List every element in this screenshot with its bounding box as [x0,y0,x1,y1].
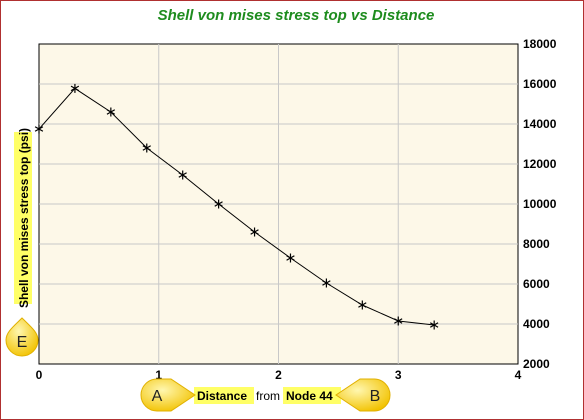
end-marker-bubble[interactable]: B [335,378,391,412]
expand-marker-bubble[interactable]: E [5,317,39,357]
data-point [106,107,116,117]
x-tick-label: 3 [395,368,402,382]
data-point [70,83,80,93]
x-axis-label-highlight-2 [283,387,341,404]
y-tick-label: 6000 [523,277,550,291]
x-tick-label: 2 [275,368,282,382]
data-point [358,300,367,310]
x-axis-label-part-3: Node 44 [286,389,333,403]
y-tick-label: 8000 [523,237,550,251]
y-tick-label: 4000 [523,317,550,331]
data-point [394,316,403,326]
data-point [214,199,223,209]
y-tick-label: 12000 [523,157,557,171]
series-line [38,87,435,326]
y-tick-label: 10000 [523,197,557,211]
chart-title: Shell von mises stress top vs Distance [158,7,435,24]
data-point [178,170,187,180]
y-tick-label: 14000 [523,117,557,131]
grid-lines [39,44,518,364]
data-point [250,227,259,237]
start-marker-bubble[interactable]: A [140,378,196,412]
x-tick-label: 0 [36,368,43,382]
start-marker-label: A [152,388,163,405]
x-tick-label: 4 [515,368,522,382]
x-tick-label: 1 [155,368,162,382]
expand-marker-label: E [17,334,28,351]
series-markers [34,83,439,330]
data-point [34,124,44,134]
y-axis-label: Shell von mises stress top (psi) [17,128,31,308]
y-tick-label: 18000 [523,37,557,51]
data-point [286,253,295,263]
x-axis-label-part-2: from [256,389,280,403]
end-marker-label: B [370,388,381,405]
x-axis-label-highlight-1 [194,387,254,404]
data-point [429,320,439,330]
y-tick-label: 16000 [523,77,557,91]
data-point [322,278,331,288]
data-point [142,143,151,153]
x-axis-label-part-1: Distance [197,389,247,403]
y-axis-label-highlight [14,132,32,304]
y-tick-label: 2000 [523,357,550,371]
